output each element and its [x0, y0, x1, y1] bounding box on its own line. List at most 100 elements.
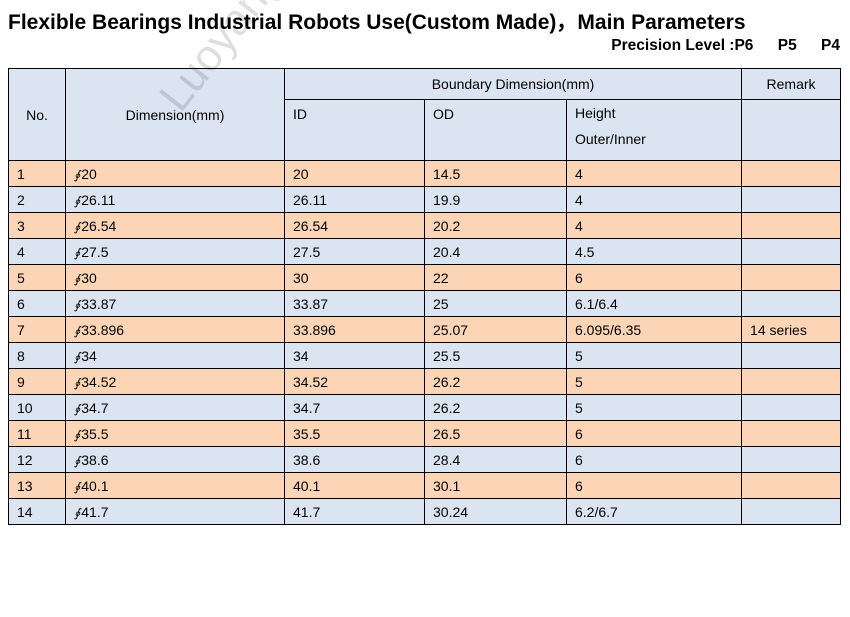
cell-remark [741, 264, 842, 291]
header-boundary-dimension: Boundary Dimension(mm) [283, 68, 743, 100]
cell-no: 11 [8, 420, 66, 447]
cell-od: 25.07 [424, 316, 567, 343]
cell-dimension: ∮40.1 [65, 472, 285, 499]
cell-no: 14 [8, 498, 66, 525]
diameter-symbol: ∮ [74, 297, 81, 312]
dimension-value: 26.54 [81, 217, 117, 234]
cell-remark [741, 394, 842, 421]
cell-no: 10 [8, 394, 66, 421]
precision-level-label: Precision Level :P6 [611, 37, 754, 54]
cell-remark [741, 472, 842, 499]
header-id: ID [284, 99, 425, 161]
cell-height: 6 [565, 446, 743, 473]
cell-remark [741, 212, 842, 239]
cell-dimension: ∮33.896 [65, 316, 285, 343]
cell-od: 22 [424, 264, 567, 291]
cell-od: 20.2 [424, 212, 567, 239]
dimension-value: 34 [81, 347, 97, 364]
diameter-symbol: ∮ [74, 323, 81, 338]
diameter-symbol: ∮ [74, 427, 81, 442]
cell-dimension: ∮41.7 [65, 498, 285, 525]
diameter-symbol: ∮ [74, 453, 81, 468]
cell-od: 25 [424, 290, 567, 317]
table-row: 13 ∮40.1 40.1 30.1 6 [8, 472, 842, 499]
cell-no: 13 [8, 472, 66, 499]
table-row: 9 ∮34.52 34.52 26.2 5 [8, 368, 842, 395]
cell-id: 33.87 [284, 290, 425, 317]
cell-remark: 14 series [741, 316, 842, 343]
table-row: 1 ∮20 20 14.5 4 [8, 160, 842, 187]
cell-remark [741, 290, 842, 317]
cell-id: 34.52 [284, 368, 425, 395]
dimension-value: 38.6 [81, 451, 109, 468]
cell-dimension: ∮34.52 [65, 368, 285, 395]
table-row: 6 ∮33.87 33.87 25 6.1/6.4 [8, 290, 842, 317]
precision-level: Precision Level :P6 P5 P4 [611, 37, 840, 55]
header-height: Height Outer/Inner [565, 99, 743, 161]
cell-height: 5 [565, 394, 743, 421]
cell-no: 6 [8, 290, 66, 317]
cell-od: 30.24 [424, 498, 567, 525]
cell-od: 30.1 [424, 472, 567, 499]
cell-remark [741, 368, 842, 395]
header-no: No. [8, 68, 66, 161]
cell-no: 2 [8, 186, 66, 213]
cell-id: 30 [284, 264, 425, 291]
diameter-symbol: ∮ [74, 245, 81, 260]
cell-height: 6 [565, 264, 743, 291]
cell-dimension: ∮38.6 [65, 446, 285, 473]
cell-remark [741, 186, 842, 213]
page-title: Flexible Bearings Industrial Robots Use(… [8, 11, 746, 34]
cell-height: 4.5 [565, 238, 743, 265]
diameter-symbol: ∮ [74, 193, 81, 208]
cell-dimension: ∮34.7 [65, 394, 285, 421]
cell-remark [741, 498, 842, 525]
cell-id: 41.7 [284, 498, 425, 525]
cell-id: 26.54 [284, 212, 425, 239]
cell-dimension: ∮26.11 [65, 186, 285, 213]
cell-dimension: ∮27.5 [65, 238, 285, 265]
header-dimension: Dimension(mm) [65, 68, 285, 161]
dimension-value: 33.896 [81, 321, 125, 338]
cell-height: 4 [565, 160, 743, 187]
cell-dimension: ∮34 [65, 342, 285, 369]
cell-id: 20 [284, 160, 425, 187]
cell-remark [741, 420, 842, 447]
cell-dimension: ∮30 [65, 264, 285, 291]
header-remark: Remark [741, 68, 842, 100]
dimension-value: 41.7 [81, 503, 109, 520]
dimension-value: 34.7 [81, 399, 109, 416]
cell-remark [741, 446, 842, 473]
cell-id: 34 [284, 342, 425, 369]
diameter-symbol: ∮ [74, 375, 81, 390]
cell-height: 5 [565, 342, 743, 369]
cell-no: 8 [8, 342, 66, 369]
diameter-symbol: ∮ [74, 505, 81, 520]
cell-no: 7 [8, 316, 66, 343]
cell-height: 6.1/6.4 [565, 290, 743, 317]
cell-od: 26.2 [424, 394, 567, 421]
table-row: 14 ∮41.7 41.7 30.24 6.2/6.7 [8, 498, 842, 525]
dimension-value: 20 [81, 165, 97, 182]
cell-dimension: ∮26.54 [65, 212, 285, 239]
dimension-value: 34.52 [81, 373, 117, 390]
cell-height: 6.2/6.7 [565, 498, 743, 525]
table-row: 11 ∮35.5 35.5 26.5 6 [8, 420, 842, 447]
cell-id: 40.1 [284, 472, 425, 499]
header-row-2: ID OD Height Outer/Inner [9, 99, 842, 161]
cell-remark [741, 160, 842, 187]
header-row-1: No. Dimension(mm) Boundary Dimension(mm)… [8, 68, 842, 161]
cell-id: 27.5 [284, 238, 425, 265]
cell-od: 26.2 [424, 368, 567, 395]
header-od: OD [424, 99, 567, 161]
dimension-value: 26.11 [81, 191, 116, 208]
cell-height: 6.095/6.35 [565, 316, 743, 343]
cell-dimension: ∮20 [65, 160, 285, 187]
cell-id: 38.6 [284, 446, 425, 473]
dimension-value: 35.5 [81, 425, 109, 442]
cell-id: 26.11 [284, 186, 425, 213]
cell-height: 5 [565, 368, 743, 395]
cell-od: 14.5 [424, 160, 567, 187]
diameter-symbol: ∮ [74, 479, 81, 494]
cell-height: 4 [565, 212, 743, 239]
